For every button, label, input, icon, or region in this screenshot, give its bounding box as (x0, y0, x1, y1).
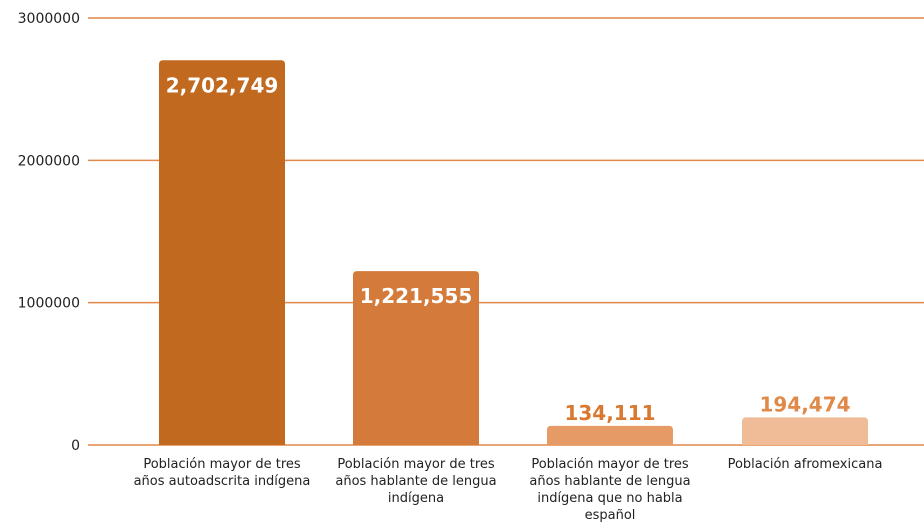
y-axis-ticks: 0 1000000 2000000 3000000 (18, 11, 80, 454)
category-label-3: Población mayor de tres años hablante de … (529, 457, 690, 523)
value-label-1: 2,702,749 (166, 73, 279, 97)
bar-2 (353, 271, 479, 445)
y-tick-label: 3000000 (18, 11, 80, 27)
value-labels: 2,702,749 1,221,555 134,111 194,474 (166, 73, 851, 425)
category-label-2: Población mayor de tres años hablante de … (335, 457, 496, 506)
bar-4 (742, 417, 868, 445)
category-label-4: Población afromexicana (728, 457, 883, 472)
category-label-1: Población mayor de tres años autoadscrita… (134, 457, 311, 489)
value-label-4: 194,474 (759, 392, 850, 416)
bars (159, 60, 868, 446)
value-label-3: 134,111 (564, 401, 655, 425)
value-label-2: 1,221,555 (360, 284, 473, 308)
x-axis-labels: Población mayor de tres años autoadscrita… (134, 457, 883, 523)
y-tick-label: 2000000 (18, 153, 80, 169)
bar-1 (159, 60, 285, 446)
y-tick-label: 0 (71, 438, 80, 454)
y-tick-label: 1000000 (18, 296, 80, 312)
bar-3 (547, 425, 673, 445)
